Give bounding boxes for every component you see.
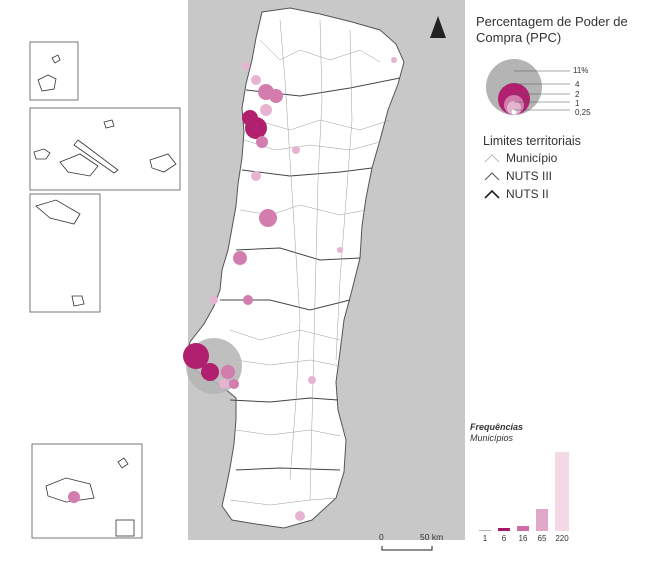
municipal-borders	[229, 19, 391, 506]
bubble	[256, 136, 268, 148]
limit-label: NUTS III	[506, 169, 553, 183]
legend-bubble-1	[507, 101, 521, 115]
municipio-line-icon	[484, 154, 500, 163]
legend-bubble-025	[510, 108, 518, 116]
bubble-funchal	[68, 491, 80, 503]
bubble	[292, 146, 300, 154]
inset-corvo-flores	[29, 41, 79, 101]
islands	[33, 54, 177, 537]
bubble	[219, 379, 229, 389]
bubble-label-4: 4	[575, 80, 580, 89]
limit-nuts2: NUTS II	[484, 187, 549, 201]
frequency-title: Frequências	[470, 422, 524, 432]
freq-label-6: 6	[501, 534, 507, 543]
limits-title: Limites territoriais	[483, 134, 581, 148]
inset-central-group	[29, 107, 181, 191]
limit-label: NUTS II	[506, 187, 549, 201]
bubble	[269, 89, 283, 103]
bubble	[229, 379, 239, 389]
scale-label-distance: 50 km	[420, 532, 444, 542]
bubble	[251, 75, 261, 85]
freq-bar-65	[536, 509, 548, 531]
bubble	[308, 376, 316, 384]
scale-label-zero: 0	[379, 532, 384, 542]
bubble	[337, 247, 343, 253]
bubble	[201, 363, 219, 381]
freq-label-1: 1	[482, 534, 488, 543]
limit-municipio: Município	[484, 151, 557, 165]
freq-label-220: 220	[555, 534, 569, 543]
bubble	[183, 343, 209, 369]
frequency-bars	[479, 452, 569, 531]
nuts2-line-icon	[484, 189, 500, 199]
bubble-label-2: 2	[575, 90, 580, 99]
bubble-label-025: 0,25	[575, 108, 591, 117]
frequency-subtitle: Municípios	[470, 433, 514, 443]
scale-bar	[381, 546, 433, 551]
freq-label-65: 65	[537, 534, 547, 543]
bubble-label-11: 11%	[573, 66, 589, 75]
bubble	[221, 365, 235, 379]
legend-bubbles	[486, 59, 570, 116]
bubble-coimbra	[259, 209, 277, 227]
legend-title: Percentagem de Poder de Compra (PPC)	[476, 14, 628, 45]
mainland-portugal	[185, 7, 405, 529]
freq-label-16: 16	[518, 534, 528, 543]
bubble-label-1: 1	[575, 99, 580, 108]
bubble	[242, 110, 258, 126]
insets	[29, 41, 181, 539]
bubble	[210, 296, 218, 304]
nuts3-line-icon	[484, 172, 500, 181]
bubble	[295, 511, 305, 521]
bubble	[391, 57, 397, 63]
limit-label: Município	[506, 151, 558, 165]
bubble	[242, 62, 250, 70]
limit-nuts3: NUTS III	[484, 169, 552, 183]
freq-bar-220	[555, 452, 569, 531]
bubble	[243, 295, 253, 305]
bubble	[251, 171, 261, 181]
freq-bar-6	[498, 528, 510, 531]
freq-bar-16	[517, 526, 529, 531]
ppc-bubbles	[183, 57, 397, 521]
freq-bar-1	[479, 530, 491, 531]
bubble	[233, 251, 247, 265]
north-arrow-icon	[430, 16, 446, 38]
bubble	[260, 104, 272, 116]
